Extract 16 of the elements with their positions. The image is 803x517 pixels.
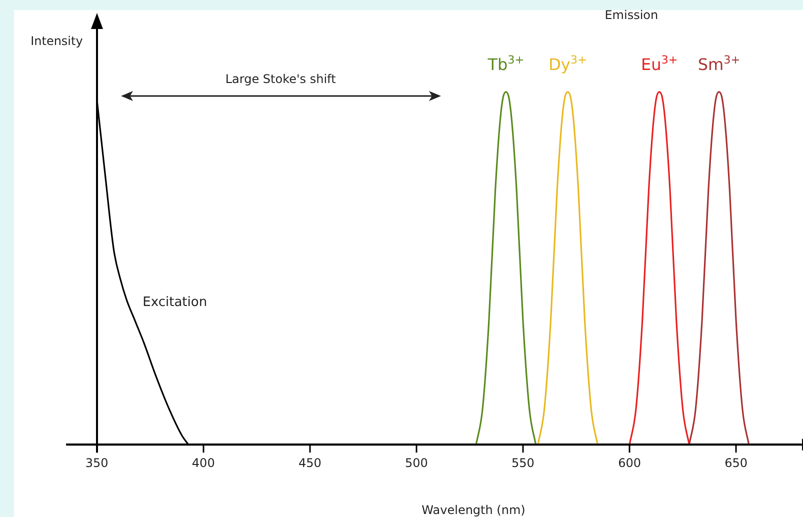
series-label: Dy$^{3+}$ — [548, 54, 587, 74]
text: Emission — [604, 8, 658, 22]
x-tick-label: 450 — [298, 456, 322, 470]
series-label: Tb$^{3+}$ — [488, 54, 524, 74]
series-label: Eu$^{3+}$ — [640, 54, 678, 74]
x-tick-label: 400 — [192, 456, 215, 470]
text: Large Stoke's shift — [225, 72, 336, 86]
x-tick-label: 500 — [405, 456, 428, 470]
series-label: Sm$^{3+}$ — [698, 54, 740, 74]
series-label: Excitation — [142, 294, 208, 310]
x-tick-label: 600 — [618, 456, 641, 470]
x-tick-label: 650 — [724, 456, 748, 470]
x-tick-label: 350 — [85, 456, 108, 470]
x-tick-label: 550 — [512, 456, 534, 470]
x-axis-title: Wavelength (nm) — [422, 503, 526, 517]
y-axis-title: Intensity — [30, 34, 83, 48]
